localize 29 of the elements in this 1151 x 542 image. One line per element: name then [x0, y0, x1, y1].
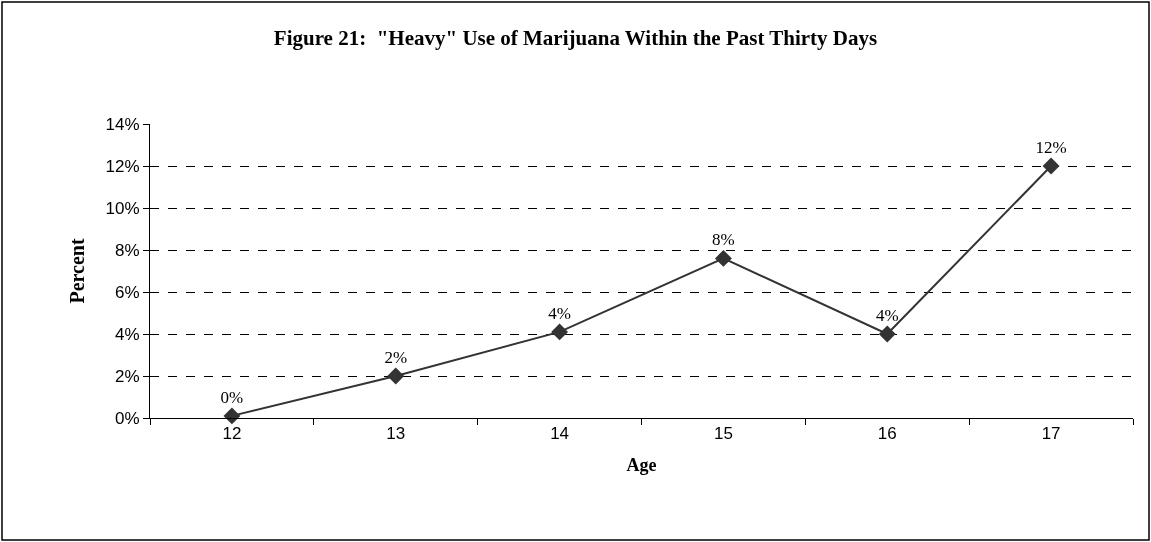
- point: [1042, 157, 1060, 175]
- x-tick-label: 17: [1041, 424, 1061, 444]
- x-tick-label: 12: [222, 424, 242, 444]
- point: [551, 323, 569, 341]
- point: [223, 407, 241, 425]
- x-tick-label: 13: [386, 424, 406, 444]
- y-tick-label: 10%: [105, 198, 140, 218]
- point: [387, 367, 405, 385]
- y-tick-label: 6%: [115, 282, 140, 302]
- y-tick-label: 4%: [115, 324, 140, 344]
- data-label: 8%: [712, 230, 735, 250]
- data-label: 12%: [1035, 137, 1067, 157]
- y-tick-label: 8%: [115, 240, 140, 260]
- point: [714, 249, 732, 267]
- y-tick-label: 14%: [105, 114, 140, 134]
- y-axis-title: Percent: [66, 238, 89, 304]
- x-tick-label: 14: [550, 424, 570, 444]
- y-tick-label: 2%: [115, 366, 140, 386]
- x-tick-label: 15: [713, 424, 733, 444]
- data-label: 2%: [384, 347, 408, 367]
- chart-title: Figure 21: "Heavy" Use of Marijuana Within the Past Thirty Days: [273, 26, 878, 51]
- x-tick-label: 16: [877, 424, 897, 444]
- data-label: 4%: [548, 303, 571, 323]
- y-tick-label: 12%: [105, 156, 140, 176]
- data-label: 0%: [220, 387, 244, 407]
- data-label: 4%: [875, 305, 899, 325]
- y-tick-label: 0%: [115, 408, 140, 428]
- x-axis-title: Age: [626, 454, 657, 475]
- point: [878, 325, 896, 343]
